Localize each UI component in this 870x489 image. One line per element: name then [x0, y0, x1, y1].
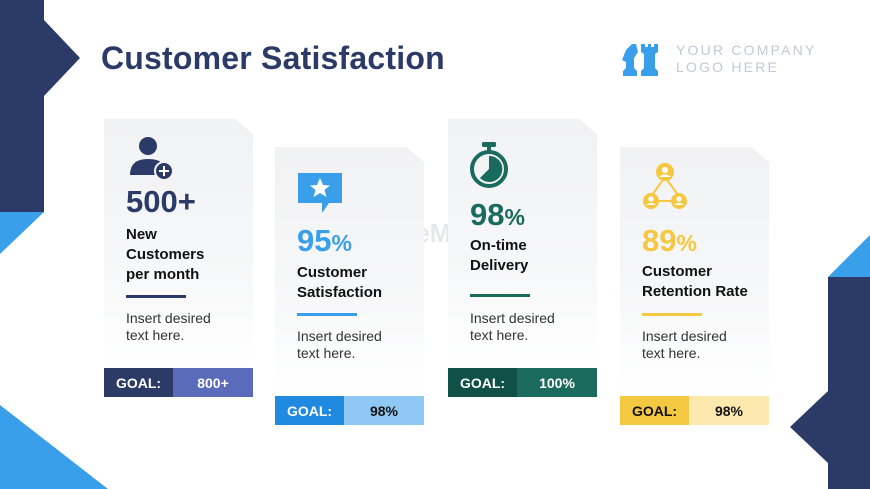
description: Insert desired text here.: [126, 310, 211, 343]
right-corner-shape: [790, 235, 870, 489]
company-logo: YOUR COMPANY LOGO HERE: [620, 40, 817, 78]
description: Insert desired text here.: [642, 328, 727, 361]
network-users-icon: [643, 163, 687, 209]
goal-bar-retention-rate: GOAL: 98%: [620, 396, 769, 425]
logo-line-1: YOUR COMPANY: [676, 42, 817, 58]
kpi-card-retention-rate: 89% Customer Retention Rate Insert desir…: [620, 147, 769, 396]
metric-value: 500+: [126, 184, 196, 219]
kpi-card-new-customers: 500+ New Customers per month Insert desi…: [104, 119, 253, 369]
page-title: Customer Satisfaction: [101, 40, 445, 76]
goal-value: 100%: [517, 368, 597, 397]
goal-bar-on-time-delivery: GOAL: 100%: [448, 368, 597, 397]
metric-value: 98%: [470, 197, 525, 232]
top-left-corner-shape: [0, 0, 80, 254]
metric-label: On-time Delivery: [470, 237, 529, 274]
kpi-card-customer-satisfaction: 95% Customer Satisfaction Insert desired…: [275, 147, 424, 396]
metric-label: New Customers per month: [126, 226, 205, 283]
accent-rule: [126, 295, 186, 298]
goal-label: GOAL:: [275, 396, 344, 425]
goal-value: 98%: [689, 396, 769, 425]
goal-label: GOAL:: [620, 396, 689, 425]
description: Insert desired text here.: [470, 310, 555, 343]
bottom-left-corner-shape: [0, 405, 108, 489]
metric-label: Customer Retention Rate: [642, 263, 748, 300]
goal-value: 800+: [173, 368, 253, 397]
chess-pieces-icon: [622, 44, 658, 76]
accent-rule: [470, 294, 530, 297]
stopwatch-icon: [470, 142, 508, 188]
metric-value: 89%: [642, 223, 697, 258]
metric-value: 95%: [297, 223, 352, 258]
description: Insert desired text here.: [297, 328, 382, 361]
goal-value: 98%: [344, 396, 424, 425]
star-chat-icon: [298, 173, 342, 213]
metric-label: Customer Satisfaction: [297, 264, 383, 301]
goal-bar-new-customers: GOAL: 800+: [104, 368, 253, 397]
goal-label: GOAL:: [104, 368, 173, 397]
add-user-icon: [130, 137, 174, 181]
logo-line-2: LOGO HERE: [676, 59, 780, 75]
accent-rule: [297, 313, 357, 316]
goal-bar-customer-satisfaction: GOAL: 98%: [275, 396, 424, 425]
accent-rule: [642, 313, 702, 316]
goal-label: GOAL:: [448, 368, 517, 397]
kpi-card-on-time-delivery: 98% On-time Delivery Insert desired text…: [448, 119, 597, 369]
